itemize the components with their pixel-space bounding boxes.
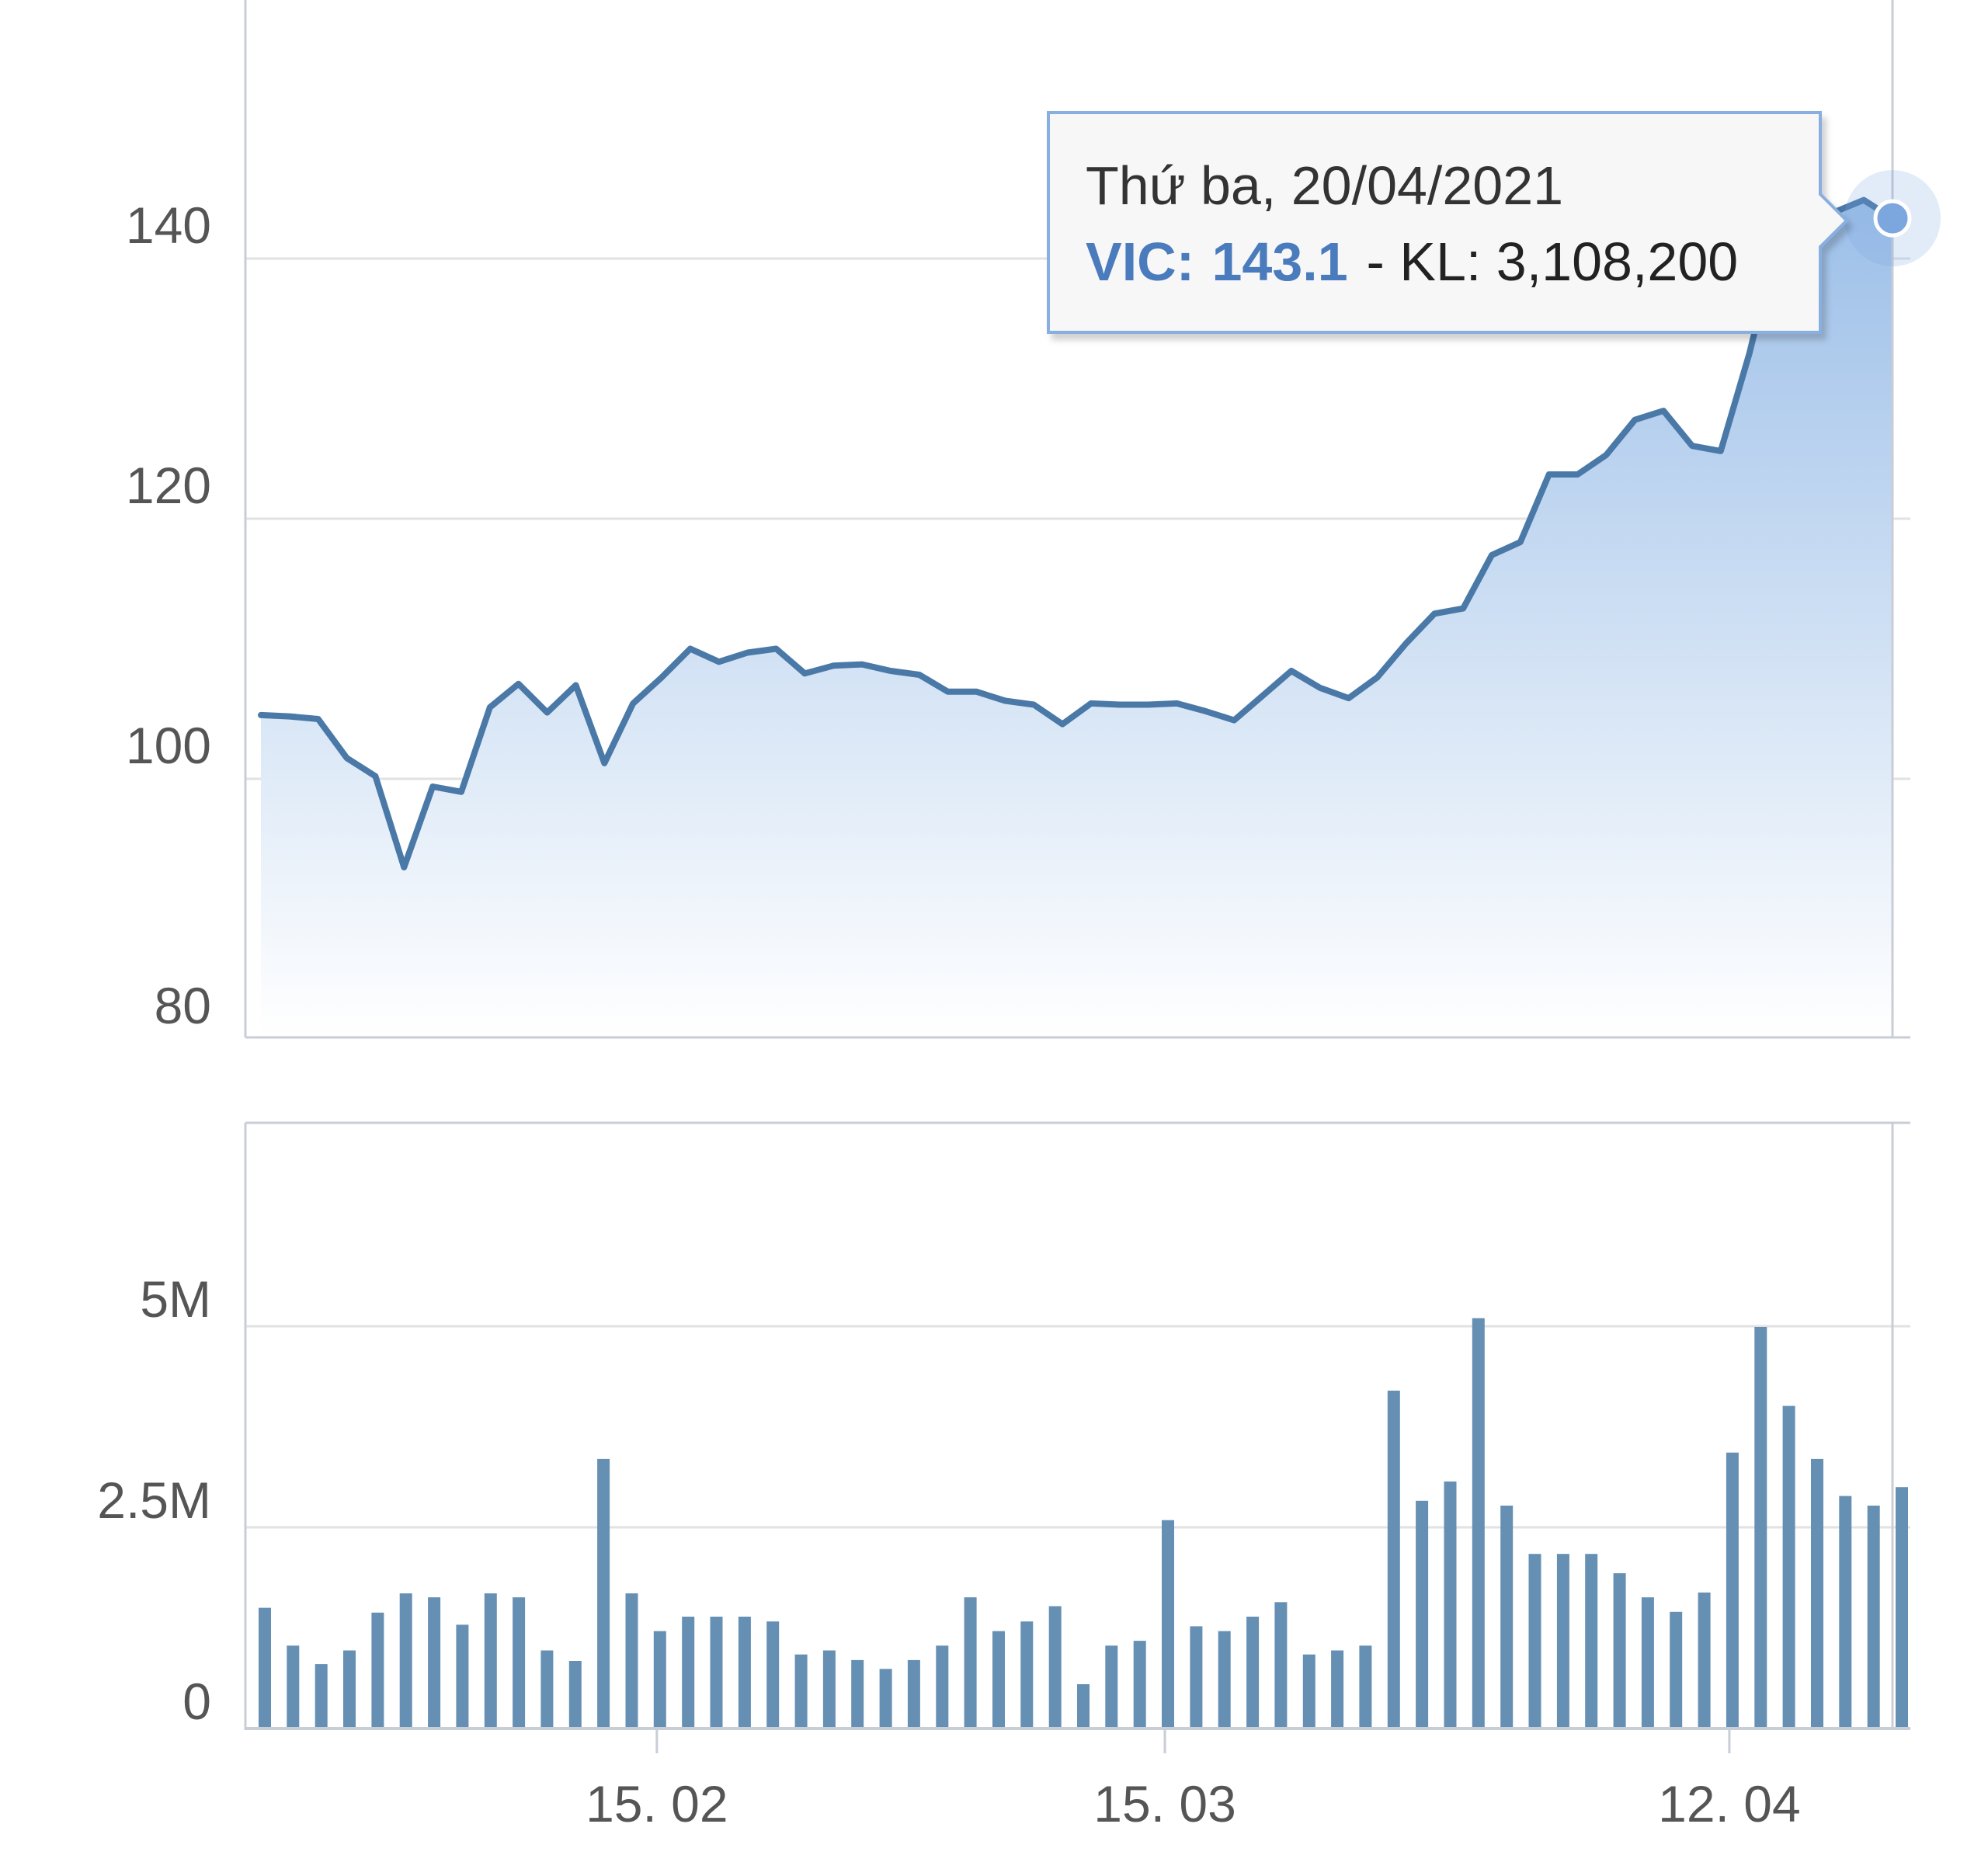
- volume-bar: [1641, 1597, 1654, 1728]
- volume-bar: [1839, 1496, 1852, 1728]
- volume-bar: [936, 1645, 949, 1728]
- volume-bar: [1556, 1554, 1569, 1728]
- volume-bar: [1754, 1327, 1767, 1728]
- volume-bar: [597, 1458, 610, 1728]
- hover-marker[interactable]: [1873, 199, 1912, 238]
- volume-bar: [1416, 1500, 1429, 1728]
- volume-bar: [428, 1597, 441, 1728]
- price-panel: 80 100 120 140: [126, 0, 1941, 1039]
- volume-bar: [1782, 1405, 1795, 1728]
- price-y-tick-label: 140: [126, 196, 211, 254]
- price-area-fill: [261, 200, 1892, 1038]
- volume-bar: [1218, 1631, 1231, 1728]
- volume-bar: [964, 1597, 977, 1728]
- volume-bar: [315, 1664, 328, 1728]
- volume-bar: [371, 1612, 384, 1728]
- volume-bar: [1274, 1602, 1288, 1728]
- volume-y-tick-label: 0: [182, 1673, 211, 1730]
- volume-bar: [568, 1661, 582, 1728]
- volume-bar: [1359, 1645, 1372, 1728]
- volume-bar: [1077, 1684, 1090, 1728]
- volume-bar: [822, 1650, 836, 1728]
- tooltip: Thứ ba, 20/04/2021 VIC: 143.1 - KL: 3,10…: [1047, 111, 1849, 334]
- volume-bar: [1190, 1626, 1203, 1728]
- x-tick-label: 15. 03: [1093, 1775, 1236, 1833]
- volume-bar: [1811, 1458, 1823, 1728]
- volume-bar: [1698, 1592, 1711, 1728]
- volume-bar: [1246, 1617, 1260, 1728]
- volume-y-tick-label: 2.5M: [97, 1471, 211, 1529]
- volume-bar: [1444, 1481, 1457, 1728]
- volume-bar: [1726, 1452, 1739, 1728]
- volume-bar: [1302, 1654, 1315, 1728]
- volume-bars: [259, 1318, 1908, 1728]
- volume-bar: [513, 1597, 526, 1728]
- price-y-tick-label: 100: [126, 717, 211, 774]
- volume-bar: [287, 1645, 300, 1728]
- tooltip-box: [1047, 111, 1849, 334]
- volume-bar: [1162, 1520, 1174, 1728]
- volume-bar: [682, 1617, 695, 1728]
- volume-bar: [1500, 1506, 1514, 1728]
- volume-bar: [1133, 1641, 1146, 1728]
- volume-bar: [1472, 1318, 1485, 1728]
- volume-bar: [1528, 1554, 1541, 1728]
- volume-bar: [1670, 1611, 1683, 1728]
- volume-bar: [1896, 1487, 1908, 1728]
- volume-gridlines: [245, 1325, 1910, 1529]
- tooltip-value: VIC: 143.1 - KL: 3,108,200: [1086, 231, 1738, 292]
- volume-bar: [653, 1631, 666, 1728]
- volume-bar: [794, 1654, 808, 1728]
- volume-bar: [907, 1659, 920, 1728]
- price-y-tick-label: 120: [126, 457, 211, 514]
- volume-bar: [1331, 1650, 1344, 1728]
- volume-bar: [456, 1624, 469, 1728]
- price-y-tick-label: 80: [155, 977, 211, 1034]
- tooltip-date: Thứ ba, 20/04/2021: [1086, 155, 1563, 216]
- volume-bar: [879, 1669, 892, 1728]
- tooltip-symbol: VIC:: [1086, 231, 1194, 292]
- volume-bar: [343, 1650, 356, 1728]
- volume-bar: [1867, 1506, 1880, 1728]
- volume-bar: [484, 1593, 497, 1728]
- volume-bar: [992, 1631, 1005, 1728]
- volume-y-axis-labels: 0 2.5M 5M: [97, 1270, 211, 1730]
- volume-bar: [766, 1621, 780, 1728]
- volume-bar: [625, 1593, 638, 1728]
- volume-bar: [1387, 1390, 1400, 1728]
- tooltip-price: 143.1: [1211, 231, 1347, 292]
- volume-bar: [1105, 1645, 1118, 1728]
- volume-bar: [1613, 1573, 1626, 1728]
- price-y-axis-labels: 80 100 120 140: [126, 196, 211, 1034]
- volume-bar: [1048, 1606, 1062, 1728]
- volume-bar: [399, 1593, 412, 1728]
- volume-bar: [1585, 1554, 1598, 1728]
- price-line: [258, 196, 1896, 870]
- volume-bar: [710, 1617, 723, 1728]
- volume-panel: 0 2.5M 5M 15. 02 15. 03 12. 04: [97, 1121, 1910, 1833]
- volume-bar: [1020, 1621, 1034, 1728]
- x-axis-ticks: 15. 02 15. 03 12. 04: [586, 1728, 1801, 1833]
- volume-y-tick-label: 5M: [140, 1270, 211, 1328]
- x-tick-label: 15. 02: [586, 1775, 728, 1833]
- volume-bar: [738, 1617, 751, 1728]
- volume-bar: [851, 1659, 864, 1728]
- volume-bar: [540, 1650, 554, 1728]
- tooltip-volume: - KL: 3,108,200: [1351, 231, 1738, 292]
- volume-bar: [259, 1607, 271, 1728]
- x-tick-label: 12. 04: [1658, 1775, 1801, 1833]
